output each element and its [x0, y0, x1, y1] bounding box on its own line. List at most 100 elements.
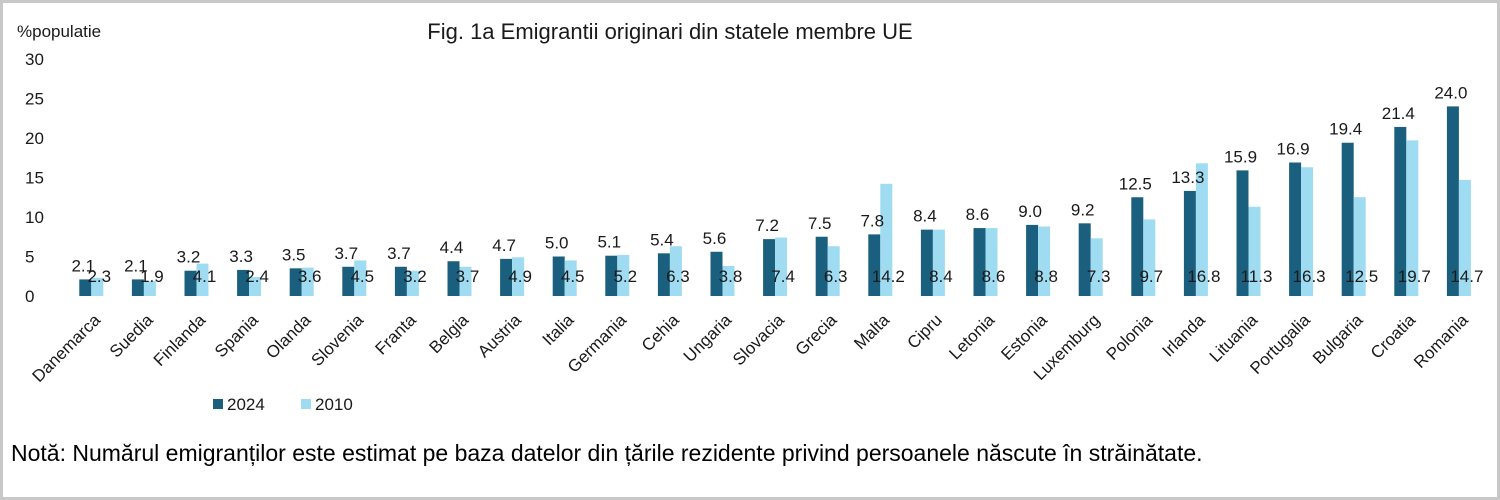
x-tick-label: Spania [211, 310, 262, 361]
data-label-2010: 3.8 [719, 267, 743, 286]
bar-2024 [79, 279, 92, 296]
data-label-2024: 7.8 [860, 211, 884, 230]
data-label-2024: 15.9 [1224, 147, 1257, 166]
data-label-2024: 5.1 [597, 233, 621, 252]
data-label-2024: 5.0 [545, 234, 569, 253]
data-label-2024: 8.6 [966, 205, 990, 224]
data-label-2024: 4.4 [440, 238, 464, 257]
bar-2010 [1038, 226, 1051, 296]
x-tick-label: Croatia [1367, 310, 1420, 363]
bar-2010 [1406, 140, 1419, 296]
x-tick-label: Franta [372, 310, 421, 359]
bar-2024 [184, 270, 197, 296]
x-tick-label: Germania [564, 310, 631, 377]
bar-2024 [1026, 224, 1039, 296]
bar-2010 [722, 265, 735, 296]
y-tick-label: 10 [25, 208, 44, 227]
bar-2024 [552, 256, 565, 296]
bar-2010 [985, 228, 998, 296]
bar-2010 [932, 229, 945, 296]
data-label-2024: 13.3 [1171, 168, 1204, 187]
bar-2024 [973, 228, 986, 296]
bar-2024 [1131, 197, 1144, 296]
bar-2024 [920, 229, 933, 296]
x-tick-label: Cehia [638, 310, 683, 355]
data-label-2010: 3.6 [298, 267, 322, 286]
data-label-2024: 4.7 [492, 236, 516, 255]
data-label-2010: 4.5 [561, 267, 585, 286]
data-label-2010: 2.3 [87, 267, 111, 286]
bar-2010 [1195, 163, 1208, 296]
x-tick-label: Belgia [425, 310, 472, 357]
data-label-2024: 7.5 [808, 214, 832, 233]
legend-label-2010: 2010 [315, 395, 353, 414]
bar-2010 [880, 183, 893, 296]
bar-2024 [710, 251, 723, 296]
data-label-2010: 8.8 [1034, 267, 1058, 286]
legend-label-2024: 2024 [227, 395, 265, 414]
data-label-2024: 5.4 [650, 230, 674, 249]
x-tick-label: Danemarca [29, 310, 105, 386]
bar-2010 [1301, 167, 1314, 296]
bar-2024 [289, 268, 302, 296]
data-label-2010: 2.4 [245, 267, 269, 286]
data-labels-group: 2.12.32.11.93.24.13.32.43.53.63.74.53.73… [71, 83, 1483, 286]
x-tick-label: Slovenia [308, 310, 368, 370]
y-axis-label: %populatie [17, 22, 101, 41]
bar-2024 [1446, 106, 1459, 297]
x-tick-label: Irlanda [1159, 310, 1210, 361]
bar-2010 [1353, 197, 1366, 296]
bar-2010 [1090, 238, 1103, 296]
x-tick-label: Estonia [997, 310, 1051, 364]
bar-2024 [1183, 190, 1196, 296]
x-tick-label: Romania [1410, 310, 1472, 372]
bar-2010 [301, 267, 314, 296]
data-label-2024: 12.5 [1119, 174, 1152, 193]
data-label-2024: 9.2 [1071, 200, 1095, 219]
data-label-2010: 7.3 [1087, 267, 1111, 286]
y-tick-label: 5 [25, 248, 34, 267]
x-tick-label: Finlanda [150, 310, 210, 370]
x-tick-label: Italia [539, 310, 578, 349]
data-label-2010: 3.7 [456, 267, 480, 286]
bar-2024 [1289, 162, 1302, 296]
x-tick-label: Bulgaria [1309, 310, 1367, 368]
x-tick-label: Slovacia [729, 310, 788, 369]
data-label-2024: 2.1 [71, 256, 95, 275]
data-label-2024: 2.1 [124, 256, 148, 275]
y-tick-label: 0 [25, 287, 34, 306]
data-label-2024: 21.4 [1382, 104, 1415, 123]
bar-2010 [617, 254, 630, 296]
bar-2010 [406, 270, 419, 296]
data-label-2010: 11.3 [1241, 267, 1273, 286]
bar-2010 [1143, 219, 1156, 296]
x-tick-label: Suedia [106, 310, 157, 361]
data-label-2010: 6.3 [824, 267, 848, 286]
bar-2024 [1394, 126, 1407, 296]
bar-2010 [196, 263, 209, 296]
data-label-2010: 16.3 [1293, 267, 1326, 286]
bar-2010 [1458, 179, 1471, 296]
bars-group [79, 106, 1471, 297]
data-label-2024: 19.4 [1329, 120, 1362, 139]
data-label-2010: 19.7 [1398, 267, 1431, 286]
data-label-2024: 3.3 [229, 247, 253, 266]
bar-2024 [605, 255, 618, 296]
x-tick-label: Cipru [904, 310, 946, 352]
data-label-2024: 9.0 [1018, 202, 1042, 221]
y-axis-ticks: 0 5 10 15 20 25 30 [25, 50, 44, 306]
bar-2024 [342, 266, 355, 296]
bar-chart: Fig. 1a Emigrantii originari din statele… [17, 19, 1483, 414]
bar-2010 [459, 266, 472, 296]
bar-2024 [237, 269, 250, 296]
x-tick-label: Grecia [792, 310, 841, 359]
x-tick-label: Ungaria [680, 310, 736, 366]
data-label-2010: 5.2 [613, 267, 637, 286]
x-tick-label: Malta [850, 310, 893, 353]
x-tick-label: Austria [474, 310, 525, 361]
bar-2010 [91, 277, 104, 296]
bar-2024 [815, 236, 828, 296]
data-label-2010: 6.3 [666, 267, 690, 286]
